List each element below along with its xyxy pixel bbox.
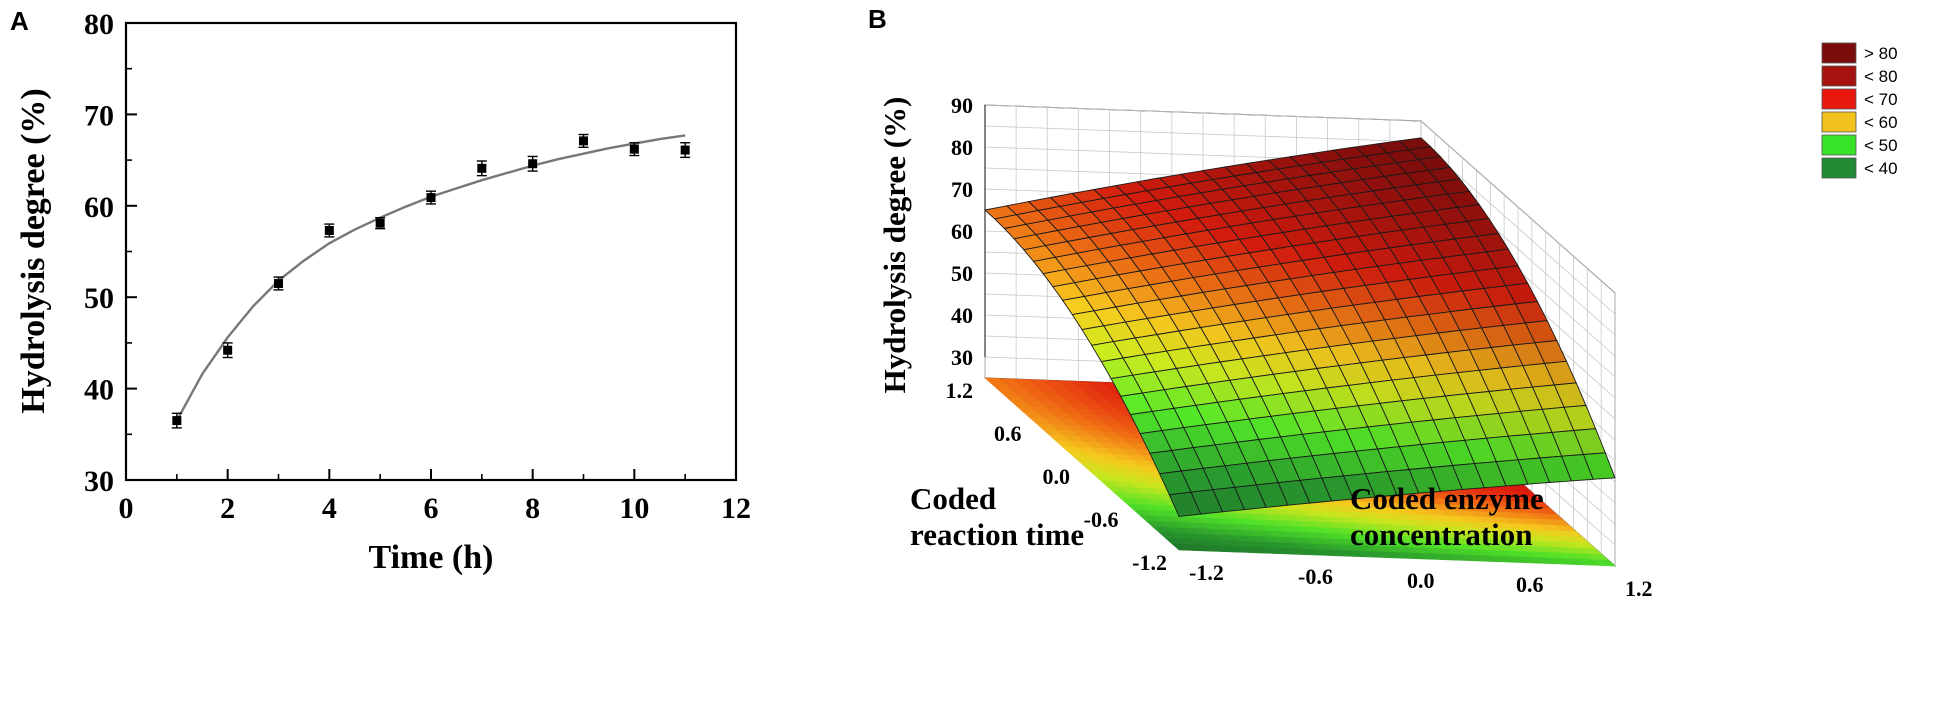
a-data-point: [527, 155, 538, 172]
a-marker: [172, 416, 182, 426]
a-data-point: [375, 216, 386, 230]
b-z-tick-label: 30: [951, 345, 973, 370]
panel-b-reaction-time-axis: 1.2 0.6 0.0 -0.6 -1.2: [946, 378, 1168, 575]
a-x-tick-label: 2: [220, 492, 235, 525]
a-data-point: [629, 142, 640, 157]
a-y-tick-label: 50: [84, 282, 114, 315]
panel-b-response-surface: [984, 137, 1616, 517]
a-x-tick-label: 6: [424, 492, 439, 525]
a-x-tick-label: 4: [322, 492, 337, 525]
a-y-tick-label: 30: [84, 465, 114, 498]
b-floor-cell: [1593, 559, 1616, 567]
panel-a-x-axis: 0 2 4 6 8 10 12: [119, 469, 751, 525]
b-legend-swatch: [1821, 111, 1857, 133]
a-marker: [375, 218, 385, 228]
a-marker: [579, 136, 588, 146]
b-time-tick-label: -0.6: [1084, 507, 1119, 532]
b-time-tick-label: 0.6: [994, 421, 1022, 446]
b-z-tick-label: 50: [951, 261, 973, 286]
b-surface-cell: [1582, 452, 1616, 480]
panel-b-y-axis-title-line2: concentration: [1350, 517, 1533, 552]
b-legend-label: < 50: [1864, 136, 1898, 155]
panel-a: A 30 40 50 60 70 80 0 2 4 6 8 10 12 Time (h) Hydrol…: [10, 6, 751, 576]
b-legend-label: < 70: [1864, 90, 1898, 109]
a-x-tick-label: 12: [721, 492, 751, 525]
b-z-tick-label: 70: [951, 177, 973, 202]
a-marker: [426, 193, 436, 203]
a-data-point: [680, 142, 691, 159]
panel-a-letter: A: [10, 6, 29, 36]
a-marker: [629, 144, 639, 154]
panel-a-data-points: [171, 133, 691, 429]
a-data-point: [426, 190, 436, 205]
panel-a-plot-frame: [124, 21, 738, 482]
panel-a-fitted-curve: [175, 134, 686, 422]
panel-b-y-axis-title-line1: Coded enzyme: [1350, 481, 1544, 516]
b-legend-swatch: [1821, 42, 1857, 64]
b-legend-label: < 40: [1864, 159, 1898, 178]
b-z-tick-label: 90: [951, 93, 973, 118]
a-marker: [324, 225, 334, 235]
a-y-tick-label: 40: [84, 374, 114, 407]
a-data-point: [578, 133, 589, 149]
b-enzyme-tick-label: -0.6: [1298, 564, 1333, 589]
panel-b-z-axis-title: Hydrolysis degree (%): [877, 97, 912, 394]
panel-b-x-axis-title-line1: Coded: [910, 481, 996, 516]
b-legend-label: < 80: [1864, 67, 1898, 86]
a-y-tick-label: 80: [84, 8, 114, 41]
a-marker: [680, 145, 690, 155]
a-marker: [274, 278, 283, 288]
a-data-point: [324, 223, 335, 238]
b-z-tick-label: 40: [951, 303, 973, 328]
b-time-tick-label: 0.0: [1043, 464, 1071, 489]
b-enzyme-tick-label: 0.0: [1407, 568, 1435, 593]
a-y-tick-label: 70: [84, 99, 114, 132]
a-data-point: [171, 412, 182, 429]
a-marker: [223, 345, 233, 355]
b-z-tick-label: 80: [951, 135, 973, 160]
a-marker: [477, 163, 487, 173]
b-enzyme-tick-label: 1.2: [1625, 576, 1653, 601]
b-time-tick-label: 1.2: [946, 378, 974, 403]
a-data-point: [273, 276, 284, 291]
a-marker: [528, 159, 538, 169]
panel-a-y-axis-title: Hydrolysis degree (%): [15, 88, 52, 414]
b-enzyme-tick-label: -1.2: [1189, 560, 1224, 585]
panel-b-enzyme-axis: -1.2 -0.6 0.0 0.6 1.2: [1189, 560, 1653, 601]
panel-a-y-axis: 30 40 50 60 70 80: [84, 8, 137, 498]
a-x-tick-label: 0: [119, 492, 134, 525]
b-time-tick-label: -1.2: [1132, 550, 1167, 575]
a-data-point: [476, 160, 487, 177]
b-enzyme-tick-label: 0.6: [1516, 572, 1544, 597]
a-x-tick-label: 8: [525, 492, 540, 525]
b-grid-line: [984, 104, 1616, 294]
a-x-tick-label: 10: [619, 492, 649, 525]
a-y-tick-label: 60: [84, 191, 114, 224]
panel-b-legend: > 80 < 80 < 70 < 60 < 50 < 40: [1821, 42, 1898, 179]
b-legend-swatch: [1821, 88, 1857, 110]
panel-b-x-axis-title-line2: reaction time: [910, 517, 1084, 552]
b-legend-label: < 60: [1864, 113, 1898, 132]
panel-b-z-axis: 30 40 50 60 70 80 90: [951, 93, 986, 370]
b-legend-swatch: [1821, 157, 1857, 179]
panel-a-x-axis-title: Time (h): [369, 539, 494, 576]
b-legend-label: > 80: [1864, 44, 1898, 63]
panel-b-letter: B: [868, 4, 887, 34]
b-legend-swatch: [1821, 65, 1857, 87]
b-legend-swatch: [1821, 134, 1857, 156]
a-data-point: [222, 342, 233, 359]
b-z-tick-label: 60: [951, 219, 973, 244]
